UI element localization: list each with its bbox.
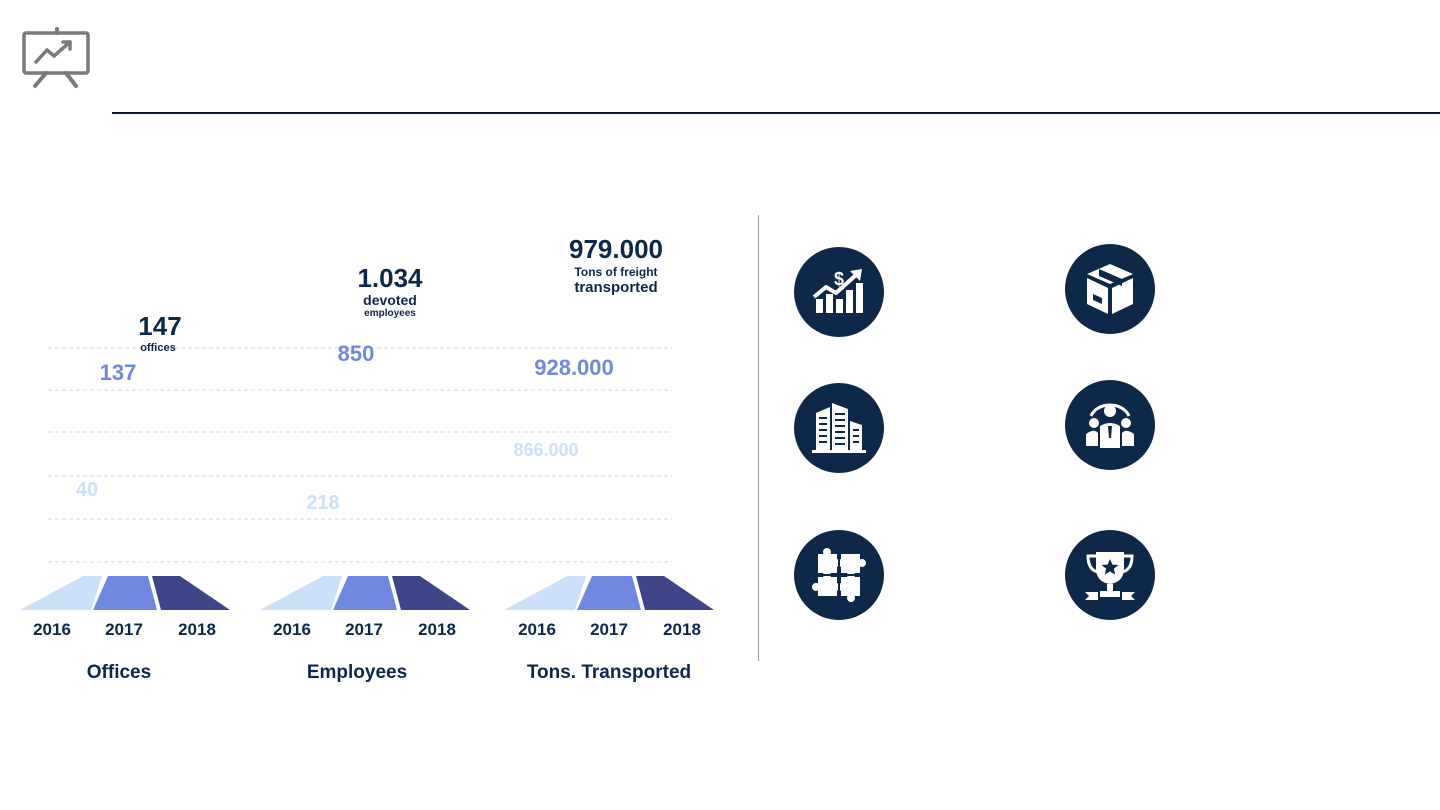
section-divider [758,215,759,661]
offices-bar-2016 [20,576,102,610]
employees-value-label-2017: 850 [338,341,375,366]
tons-year-label-2018: 2018 [663,620,701,639]
tons-value-label-2016: 866.000 [513,440,578,460]
employees-caption-1: employees [364,308,416,319]
employees-year-label-2017: 2017 [345,620,383,639]
employees-group-label: Employees [307,662,407,683]
employees-bar-2017 [333,576,397,610]
offices-year-label-2018: 2018 [178,620,216,639]
employees-year-label-2018: 2018 [418,620,456,639]
employees-year-label-2016: 2016 [273,620,311,639]
offices-group-label: Offices [87,662,151,683]
tons-value-label-2017: 928.000 [534,355,614,380]
revenue-growth-icon: $ [794,247,884,337]
employees-value-label-2018: 1.034 [357,263,423,293]
presentation-chart-icon [20,26,92,90]
offices-value-label-2016: 40 [76,479,98,501]
employees-value-label-2016: 218 [306,492,339,514]
tons-bar-2017 [577,576,641,610]
header-rule [112,112,1440,114]
tons-year-label-2016: 2016 [518,620,556,639]
tons-bar-2016 [504,576,586,610]
tons-caption-0: Tons of freight [574,265,657,279]
puzzle-pieces-icon [794,530,884,620]
tons-caption-1: transported [574,279,657,296]
employees-bar-2018 [392,576,470,610]
offices-value-label-2018: 147 [138,311,181,341]
employees-caption-0: devoted [363,292,417,308]
team-leader-icon [1065,380,1155,470]
offices-value-label-2017: 137 [100,360,137,385]
office-buildings-icon [794,383,884,473]
tons-value-label-2018: 979.000 [569,234,663,264]
employees-bar-2016 [260,576,342,610]
offices-bar-2017 [93,576,157,610]
offices-caption-0: offices [140,342,175,354]
offices-year-label-2017: 2017 [105,620,143,639]
svg-text:$: $ [834,269,844,289]
package-box-icon [1065,244,1155,334]
tons-bar-2018 [636,576,714,610]
tons-year-label-2017: 2017 [590,620,628,639]
offices-bar-2018 [152,576,230,610]
tons-group-label: Tons. Transported [527,662,691,683]
offices-year-label-2016: 2016 [33,620,71,639]
trophy-award-icon [1065,530,1155,620]
